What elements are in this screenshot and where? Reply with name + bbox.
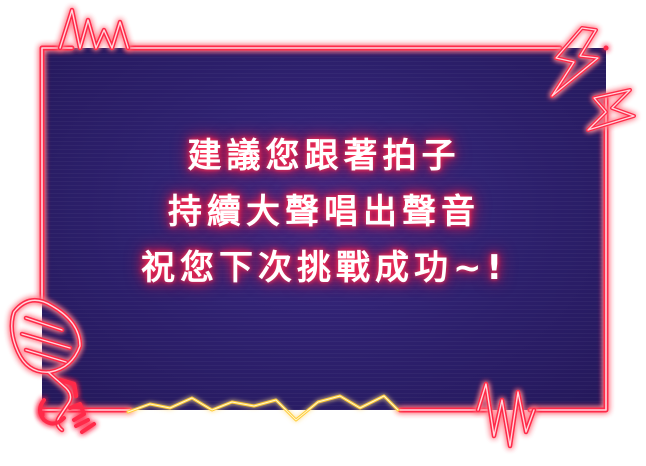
dialog-panel [42,48,606,410]
message-line-3: 祝您下次挑戰成功~! [141,248,507,288]
pulse-line-icon [475,381,537,449]
message-line-2: 持續大聲唱出聲音 [168,192,480,232]
lightning-bolt-icon [550,26,636,132]
microphone-icon [9,298,96,434]
pulse-line-icon [57,7,131,51]
retry-message: 建議您跟著拍子 持續大聲唱出聲音 祝您下次挑戰成功~! [42,128,606,296]
audio-wave-icon [126,394,400,422]
message-line-1: 建議您跟著拍子 [187,136,461,176]
